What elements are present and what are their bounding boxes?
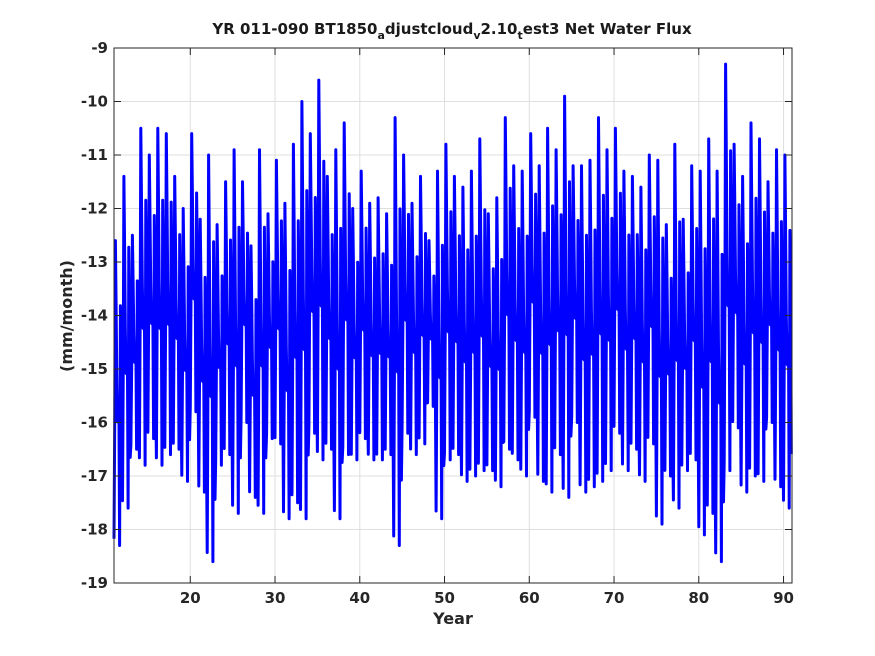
x-tick-label: 20 xyxy=(180,589,201,607)
y-axis-label: (mm/month) xyxy=(57,260,76,372)
y-tick-label: -17 xyxy=(81,467,108,485)
y-tick-label: -16 xyxy=(81,414,108,432)
x-axis-ticks: 20 30 40 50 60 70 80 90 xyxy=(180,48,794,607)
y-tick-label: -10 xyxy=(81,93,108,111)
x-axis-label: Year xyxy=(432,609,473,628)
x-tick-label: 80 xyxy=(688,589,709,607)
x-tick-label: 40 xyxy=(349,589,370,607)
net-water-flux-series xyxy=(112,62,793,564)
x-tick-label: 30 xyxy=(265,589,286,607)
x-tick-label: 60 xyxy=(519,589,540,607)
y-tick-label: -9 xyxy=(91,39,108,57)
y-tick-label: -13 xyxy=(81,253,108,271)
x-tick-label: 90 xyxy=(773,589,794,607)
y-axis-ticks: -9 -10 -11 -12 -13 -14 -15 -16 -17 -18 -19 xyxy=(81,39,792,592)
y-tick-label: -15 xyxy=(81,360,108,378)
chart-title: YR 011-090 BT1850adjustcloudv2.10test3 N… xyxy=(211,20,692,42)
y-tick-label: -14 xyxy=(81,307,108,325)
y-tick-label: -12 xyxy=(81,200,108,218)
y-tick-label: -18 xyxy=(81,521,108,539)
x-tick-label: 70 xyxy=(604,589,625,607)
x-tick-label: 50 xyxy=(434,589,455,607)
y-tick-label: -11 xyxy=(81,146,108,164)
y-tick-label: -19 xyxy=(81,574,108,592)
